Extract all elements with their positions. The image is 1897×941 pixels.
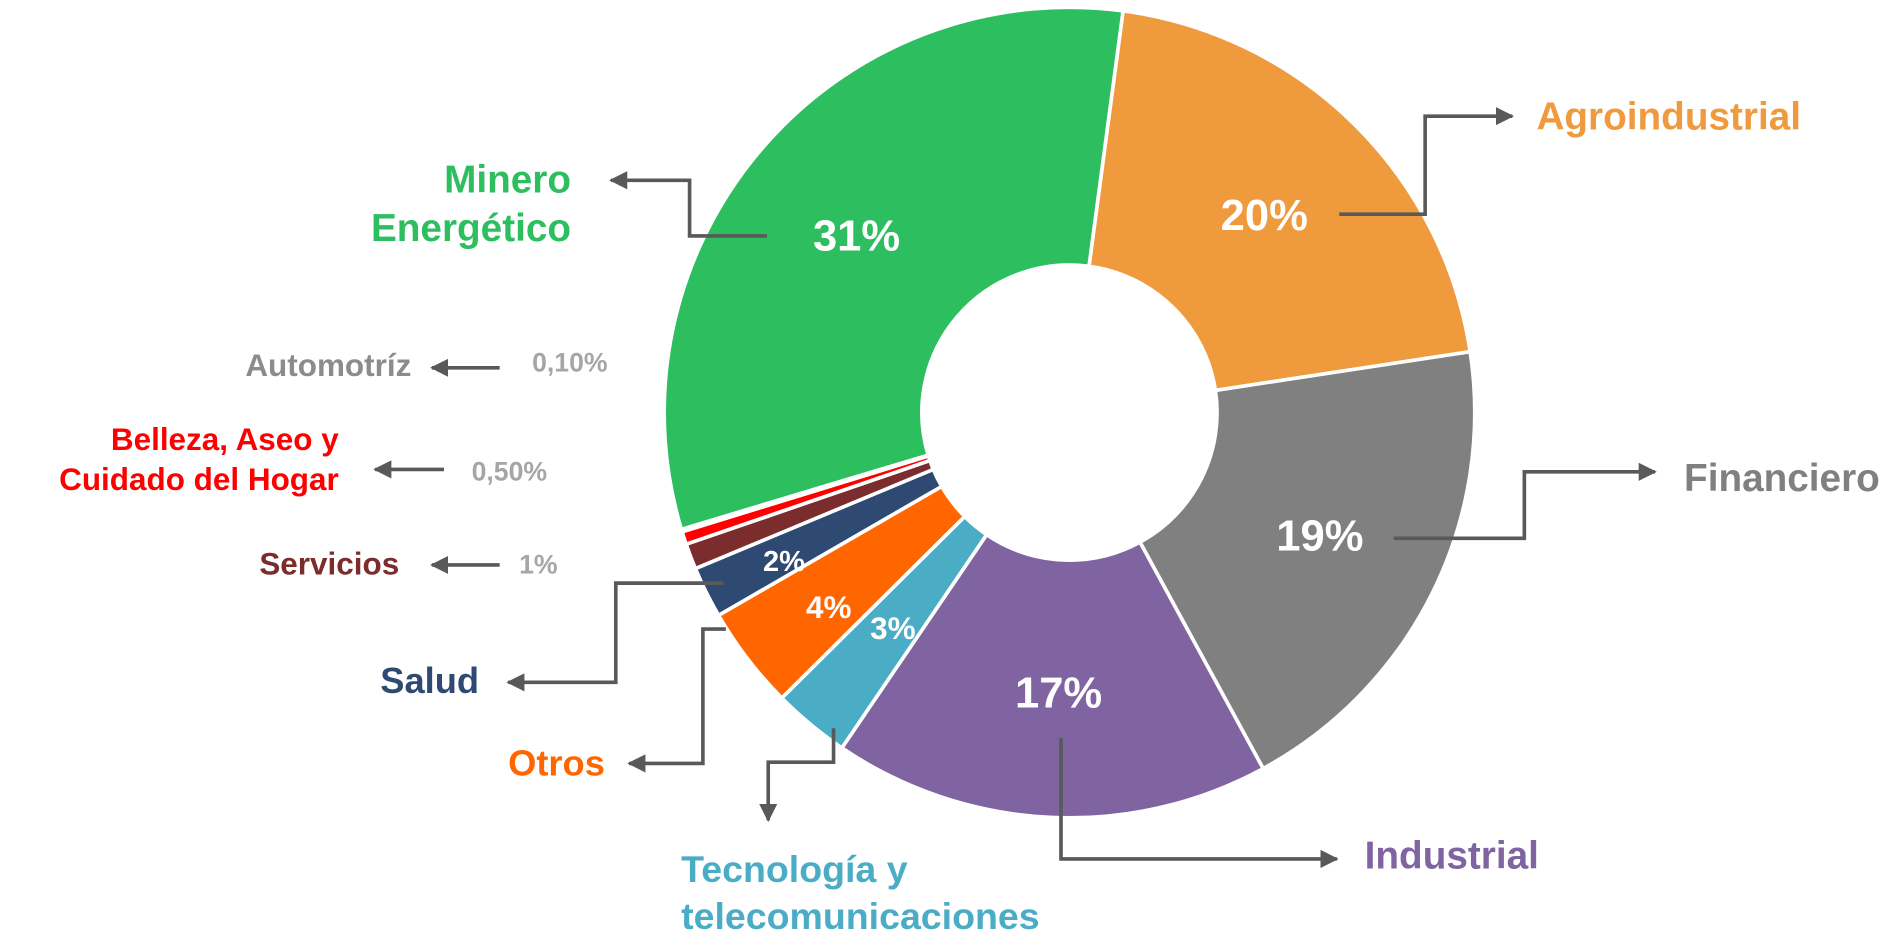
leader-line xyxy=(1339,107,1515,216)
value-label: 19% xyxy=(1276,510,1364,560)
value-label: 1% xyxy=(519,548,558,580)
leader-line xyxy=(506,581,724,692)
category-label: Salud xyxy=(380,661,480,702)
value-label: 17% xyxy=(1014,667,1103,717)
leader-line xyxy=(1059,737,1339,869)
category-label: Servicios xyxy=(259,545,400,583)
slice xyxy=(1086,8,1473,393)
leader-line xyxy=(627,627,726,773)
value-label: 0,10% xyxy=(532,346,608,378)
value-label: 3% xyxy=(870,609,916,647)
slices xyxy=(662,5,1477,820)
slice xyxy=(662,5,1126,532)
category-label: Agroindustrial xyxy=(1536,94,1801,139)
value-label: 0,50% xyxy=(471,455,548,486)
value-label: 20% xyxy=(1220,189,1308,240)
category-label: Minero Energético xyxy=(370,157,572,250)
value-label: 4% xyxy=(805,589,852,626)
value-label: 31% xyxy=(812,210,901,260)
leader-line xyxy=(759,728,836,823)
leader-line xyxy=(1393,462,1657,541)
category-label: Belleza, Aseo y Cuidado del Hogar xyxy=(59,421,339,497)
category-label: Financiero xyxy=(1684,456,1880,500)
slice xyxy=(1137,349,1477,772)
category-label: Otros xyxy=(508,743,605,784)
leader-line xyxy=(609,171,768,238)
category-label: Tecnología y telecomunicaciones xyxy=(681,848,1040,938)
value-label: 2% xyxy=(762,546,805,579)
category-label: Automotríz xyxy=(245,347,412,384)
slice xyxy=(839,532,1266,820)
leader-lines xyxy=(373,107,1657,869)
category-label: Industrial xyxy=(1364,833,1539,878)
